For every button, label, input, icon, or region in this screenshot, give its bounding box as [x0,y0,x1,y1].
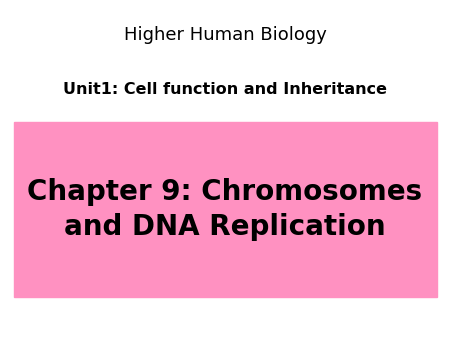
Text: Unit1: Cell function and Inheritance: Unit1: Cell function and Inheritance [63,82,387,97]
Text: Chapter 9: Chromosomes
and DNA Replication: Chapter 9: Chromosomes and DNA Replicati… [27,178,423,241]
FancyBboxPatch shape [14,122,436,297]
Text: Higher Human Biology: Higher Human Biology [124,26,326,45]
